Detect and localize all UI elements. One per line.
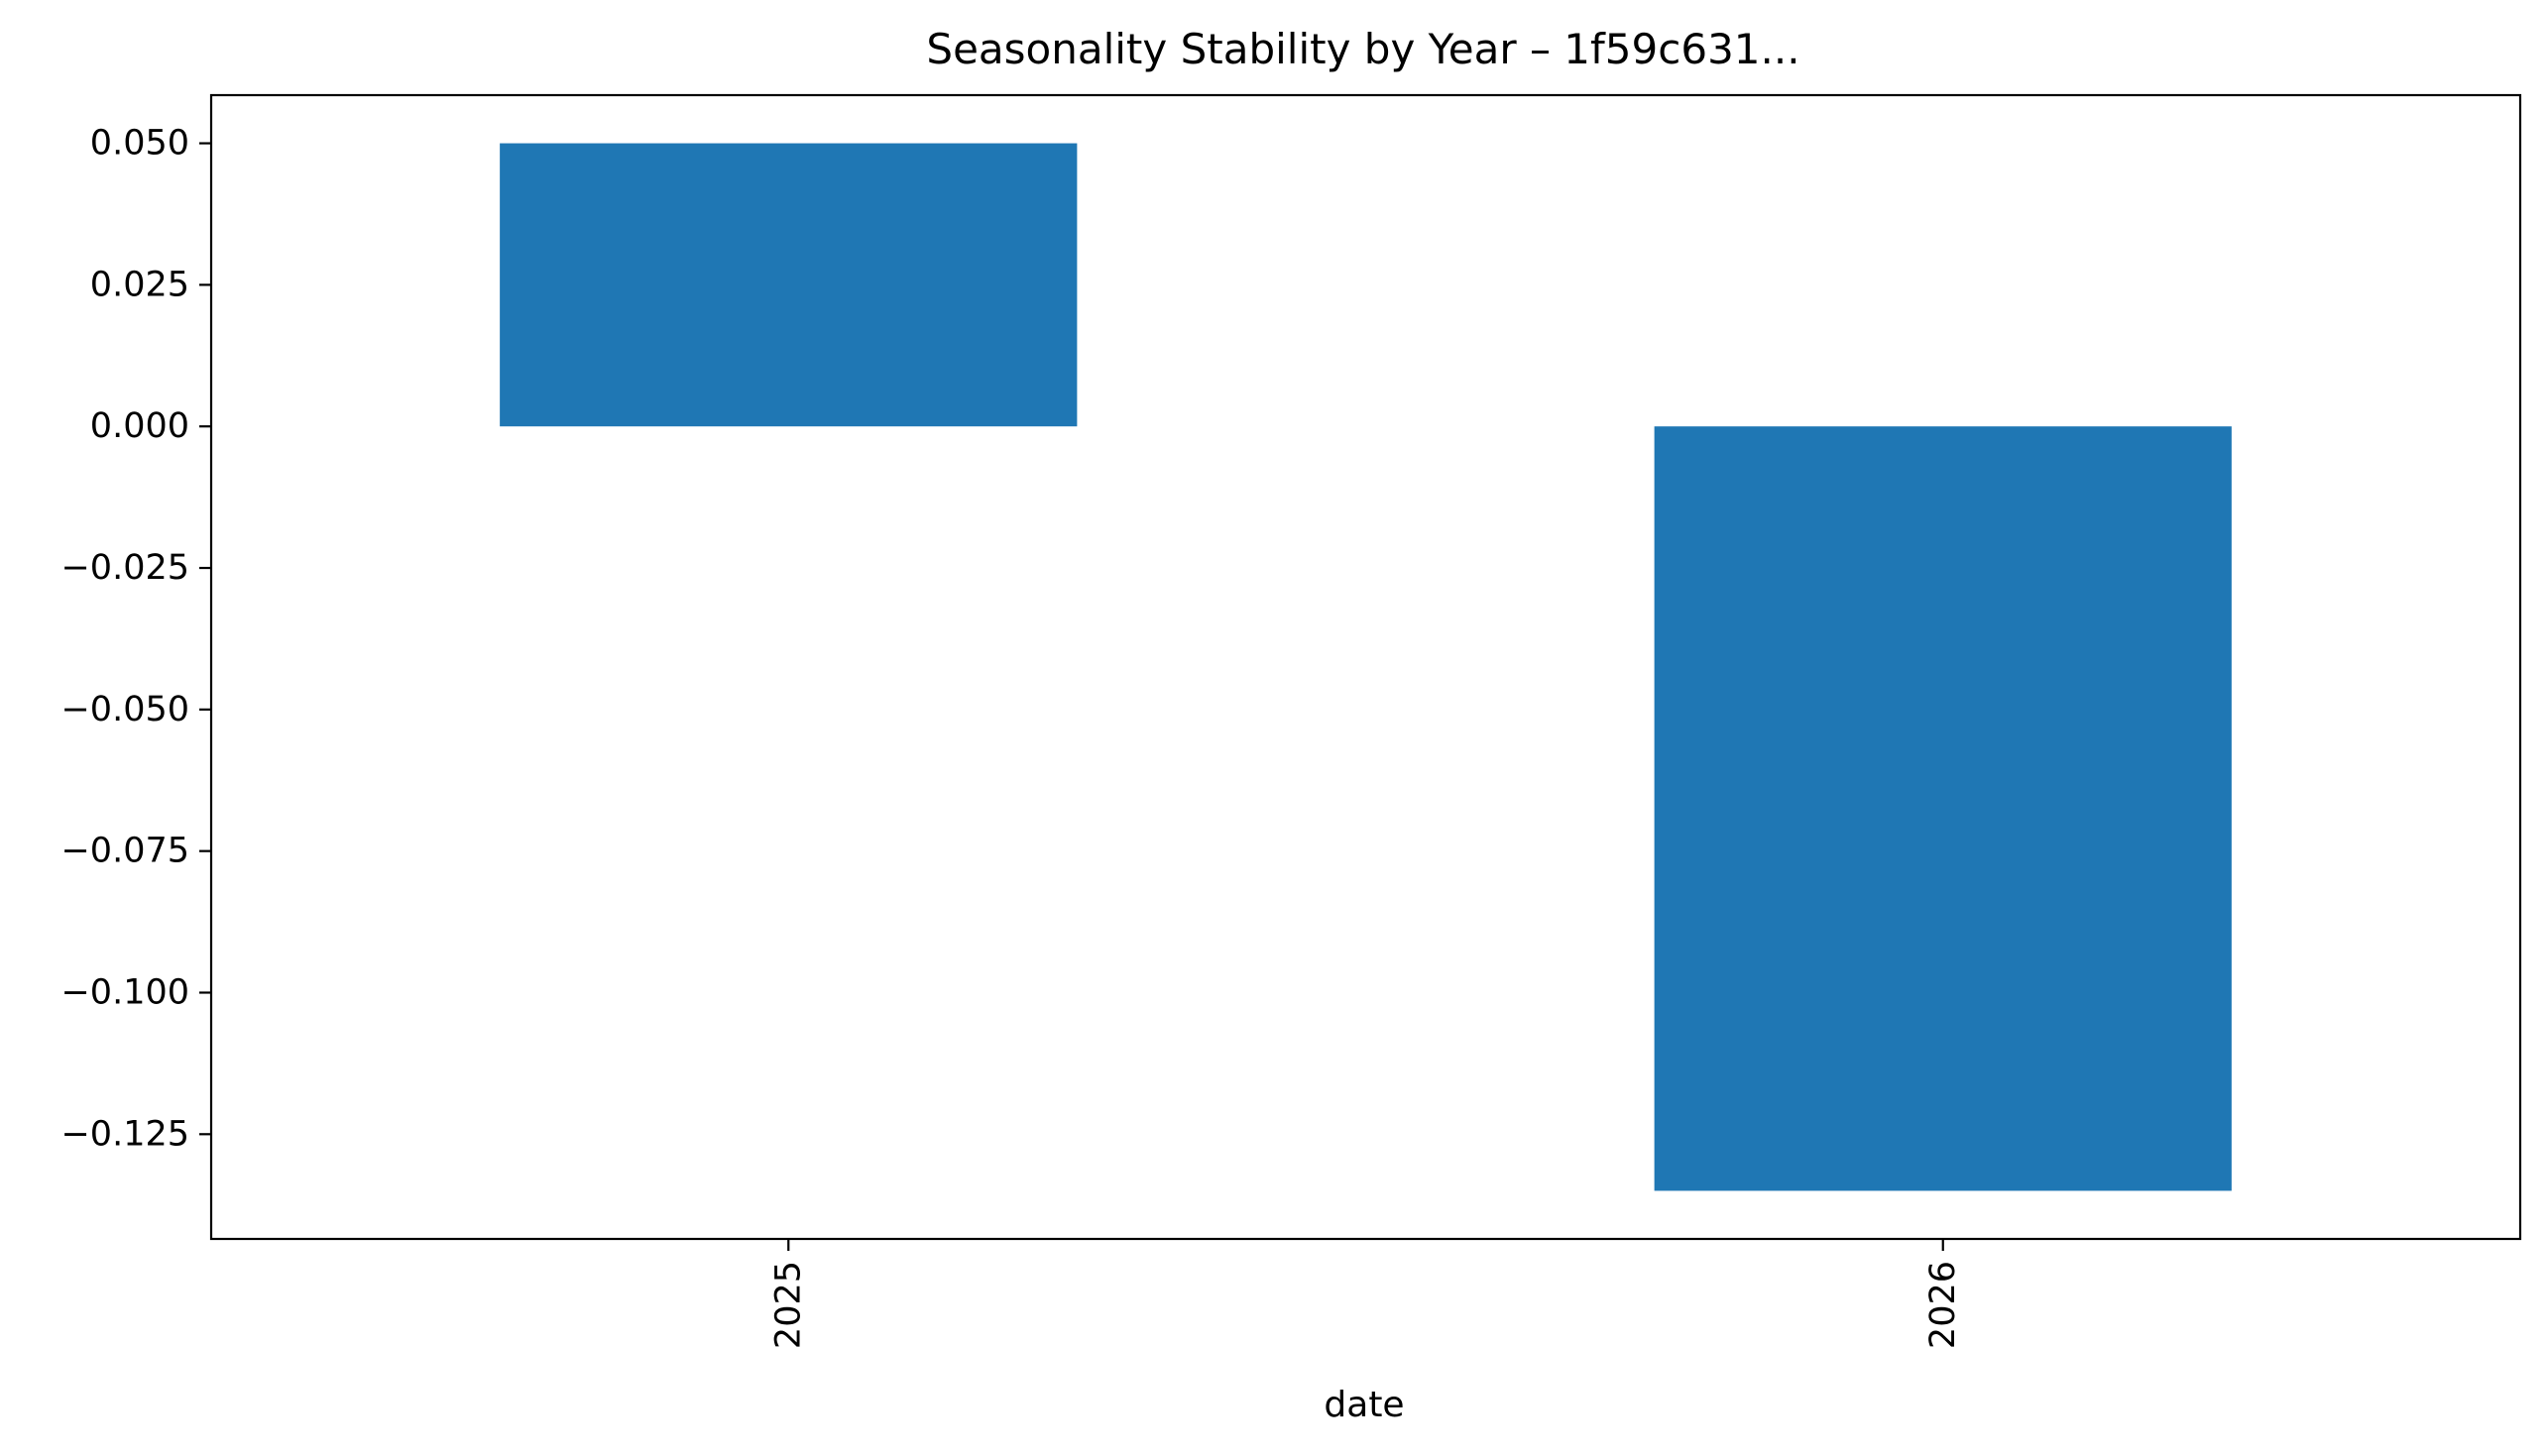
- y-tick-label: −0.025: [60, 548, 189, 588]
- y-tick-label: −0.125: [60, 1114, 189, 1154]
- y-tick-label: −0.100: [60, 972, 189, 1012]
- y-tick-label: −0.075: [60, 832, 189, 871]
- bar-2025: [500, 143, 1078, 427]
- plot-area: [209, 93, 2522, 1241]
- bars-layer: [500, 143, 2232, 1191]
- y-tick-label: 0.050: [90, 124, 189, 164]
- chart-title: Seasonality Stability by Year – 1f59c631…: [926, 25, 1799, 73]
- y-tick-label: 0.000: [90, 406, 189, 446]
- bar-2026: [1654, 426, 2232, 1191]
- x-axis: 2025 2026: [768, 1239, 1963, 1349]
- y-axis: 0.050 0.025 0.000 −0.025 −0.050 −0.075 −0.100 −…: [60, 124, 211, 1154]
- plot-frame: [209, 93, 2522, 1241]
- y-tick-label: −0.050: [60, 690, 189, 729]
- x-tick-label-2026: 2026: [1923, 1261, 1963, 1349]
- y-tick-label: 0.025: [90, 265, 189, 304]
- x-axis-label: date: [1324, 1385, 1404, 1425]
- x-tick-label-2025: 2025: [768, 1261, 808, 1349]
